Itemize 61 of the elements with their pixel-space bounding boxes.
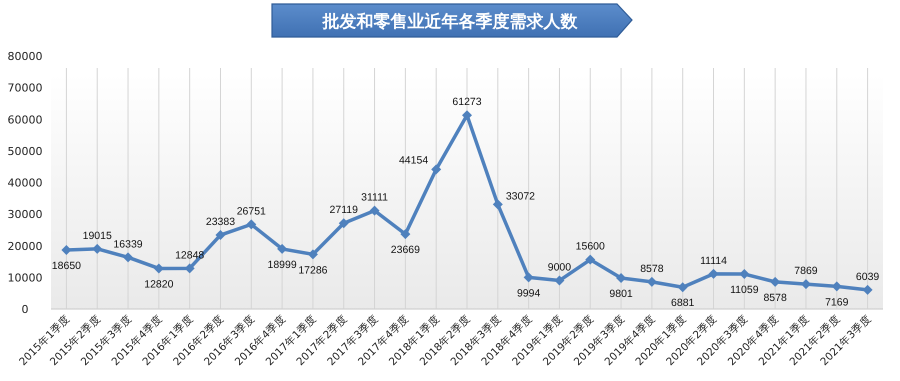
y-tick-label: 30000 xyxy=(8,208,42,222)
point xyxy=(462,110,472,120)
point xyxy=(92,244,102,254)
point xyxy=(338,218,349,228)
data-label: 23383 xyxy=(206,216,236,228)
point xyxy=(431,164,442,174)
y-tick-label: 20000 xyxy=(8,240,42,253)
point xyxy=(123,252,134,262)
y-tick-label: 10000 xyxy=(8,271,42,284)
data-label: 16339 xyxy=(113,238,143,250)
point xyxy=(215,230,226,240)
data-label: 9994 xyxy=(516,287,540,300)
data-label: 23669 xyxy=(390,244,420,256)
data-label: 6039 xyxy=(856,270,880,283)
data-label: 31111 xyxy=(361,192,388,204)
data-label: 8578 xyxy=(640,262,664,275)
point xyxy=(554,276,564,286)
data-label: 27119 xyxy=(330,204,358,216)
data-label: 18999 xyxy=(268,258,297,271)
data-label: 61273 xyxy=(452,96,482,108)
point xyxy=(246,219,256,230)
point xyxy=(524,272,534,282)
point xyxy=(308,249,318,260)
y-tick-label: 70000 xyxy=(8,82,42,95)
point xyxy=(800,279,811,290)
data-label: 7169 xyxy=(825,296,849,308)
data-label: 11059 xyxy=(730,284,759,296)
point xyxy=(862,284,873,295)
data-label: 7869 xyxy=(794,265,818,278)
data-label: 11114 xyxy=(700,254,728,267)
point xyxy=(400,229,410,240)
data-label: 15600 xyxy=(576,240,606,253)
point xyxy=(832,281,842,292)
data-label: 26751 xyxy=(236,205,266,218)
data-label: 6881 xyxy=(671,297,695,310)
chart-title: 批发和零售业近年各季度需求人数 xyxy=(322,12,578,32)
point xyxy=(646,276,657,287)
point xyxy=(370,206,380,216)
point xyxy=(154,263,164,274)
data-label: 17286 xyxy=(298,264,328,276)
data-label: 19015 xyxy=(82,230,112,242)
y-tick-label: 60000 xyxy=(8,113,42,126)
point xyxy=(678,282,688,292)
data-label: 18650 xyxy=(52,260,82,272)
data-label: 9000 xyxy=(548,262,572,274)
point xyxy=(585,254,596,265)
y-tick-label: 40000 xyxy=(8,176,42,190)
data-label: 33072 xyxy=(506,190,536,202)
point xyxy=(277,244,288,254)
point xyxy=(492,199,503,210)
point xyxy=(616,273,626,284)
data-label: 12820 xyxy=(144,278,174,290)
point xyxy=(184,263,195,274)
data-label: 9801 xyxy=(609,288,633,300)
y-tick-label: 50000 xyxy=(8,144,42,158)
data-label: 44154 xyxy=(398,154,428,166)
data-label: 8578 xyxy=(763,292,787,304)
point xyxy=(770,276,780,287)
y-tick-label: 0 xyxy=(22,303,28,316)
y-tick-label: 80000 xyxy=(8,50,42,63)
point xyxy=(61,245,72,256)
